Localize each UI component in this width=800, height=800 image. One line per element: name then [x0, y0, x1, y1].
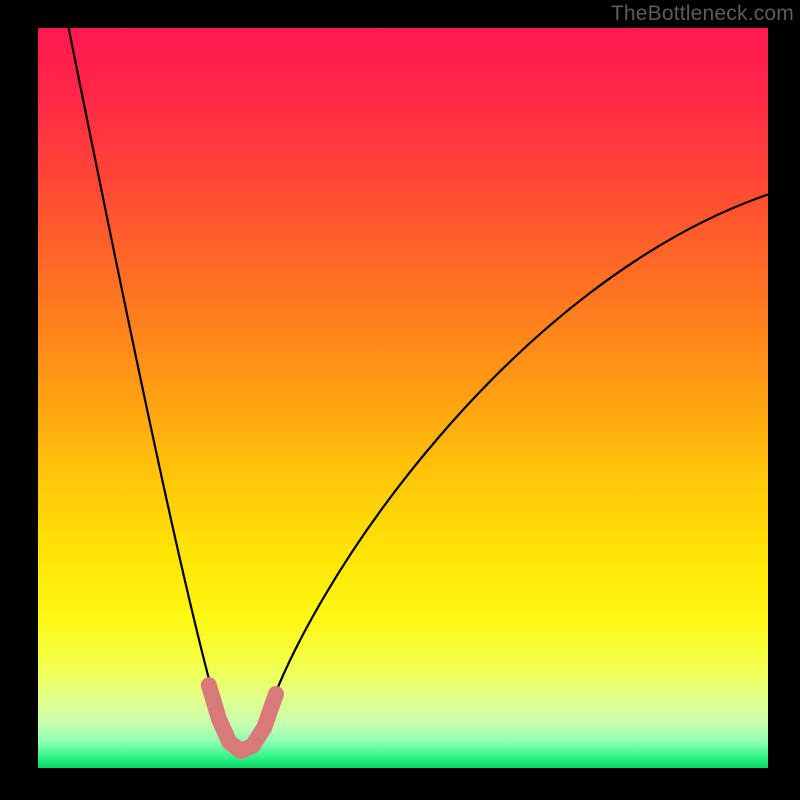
chart-frame: TheBottleneck.com: [0, 0, 800, 800]
watermark-text: TheBottleneck.com: [611, 2, 794, 26]
plot-background: [38, 28, 768, 768]
bottleneck-chart: [0, 0, 800, 800]
